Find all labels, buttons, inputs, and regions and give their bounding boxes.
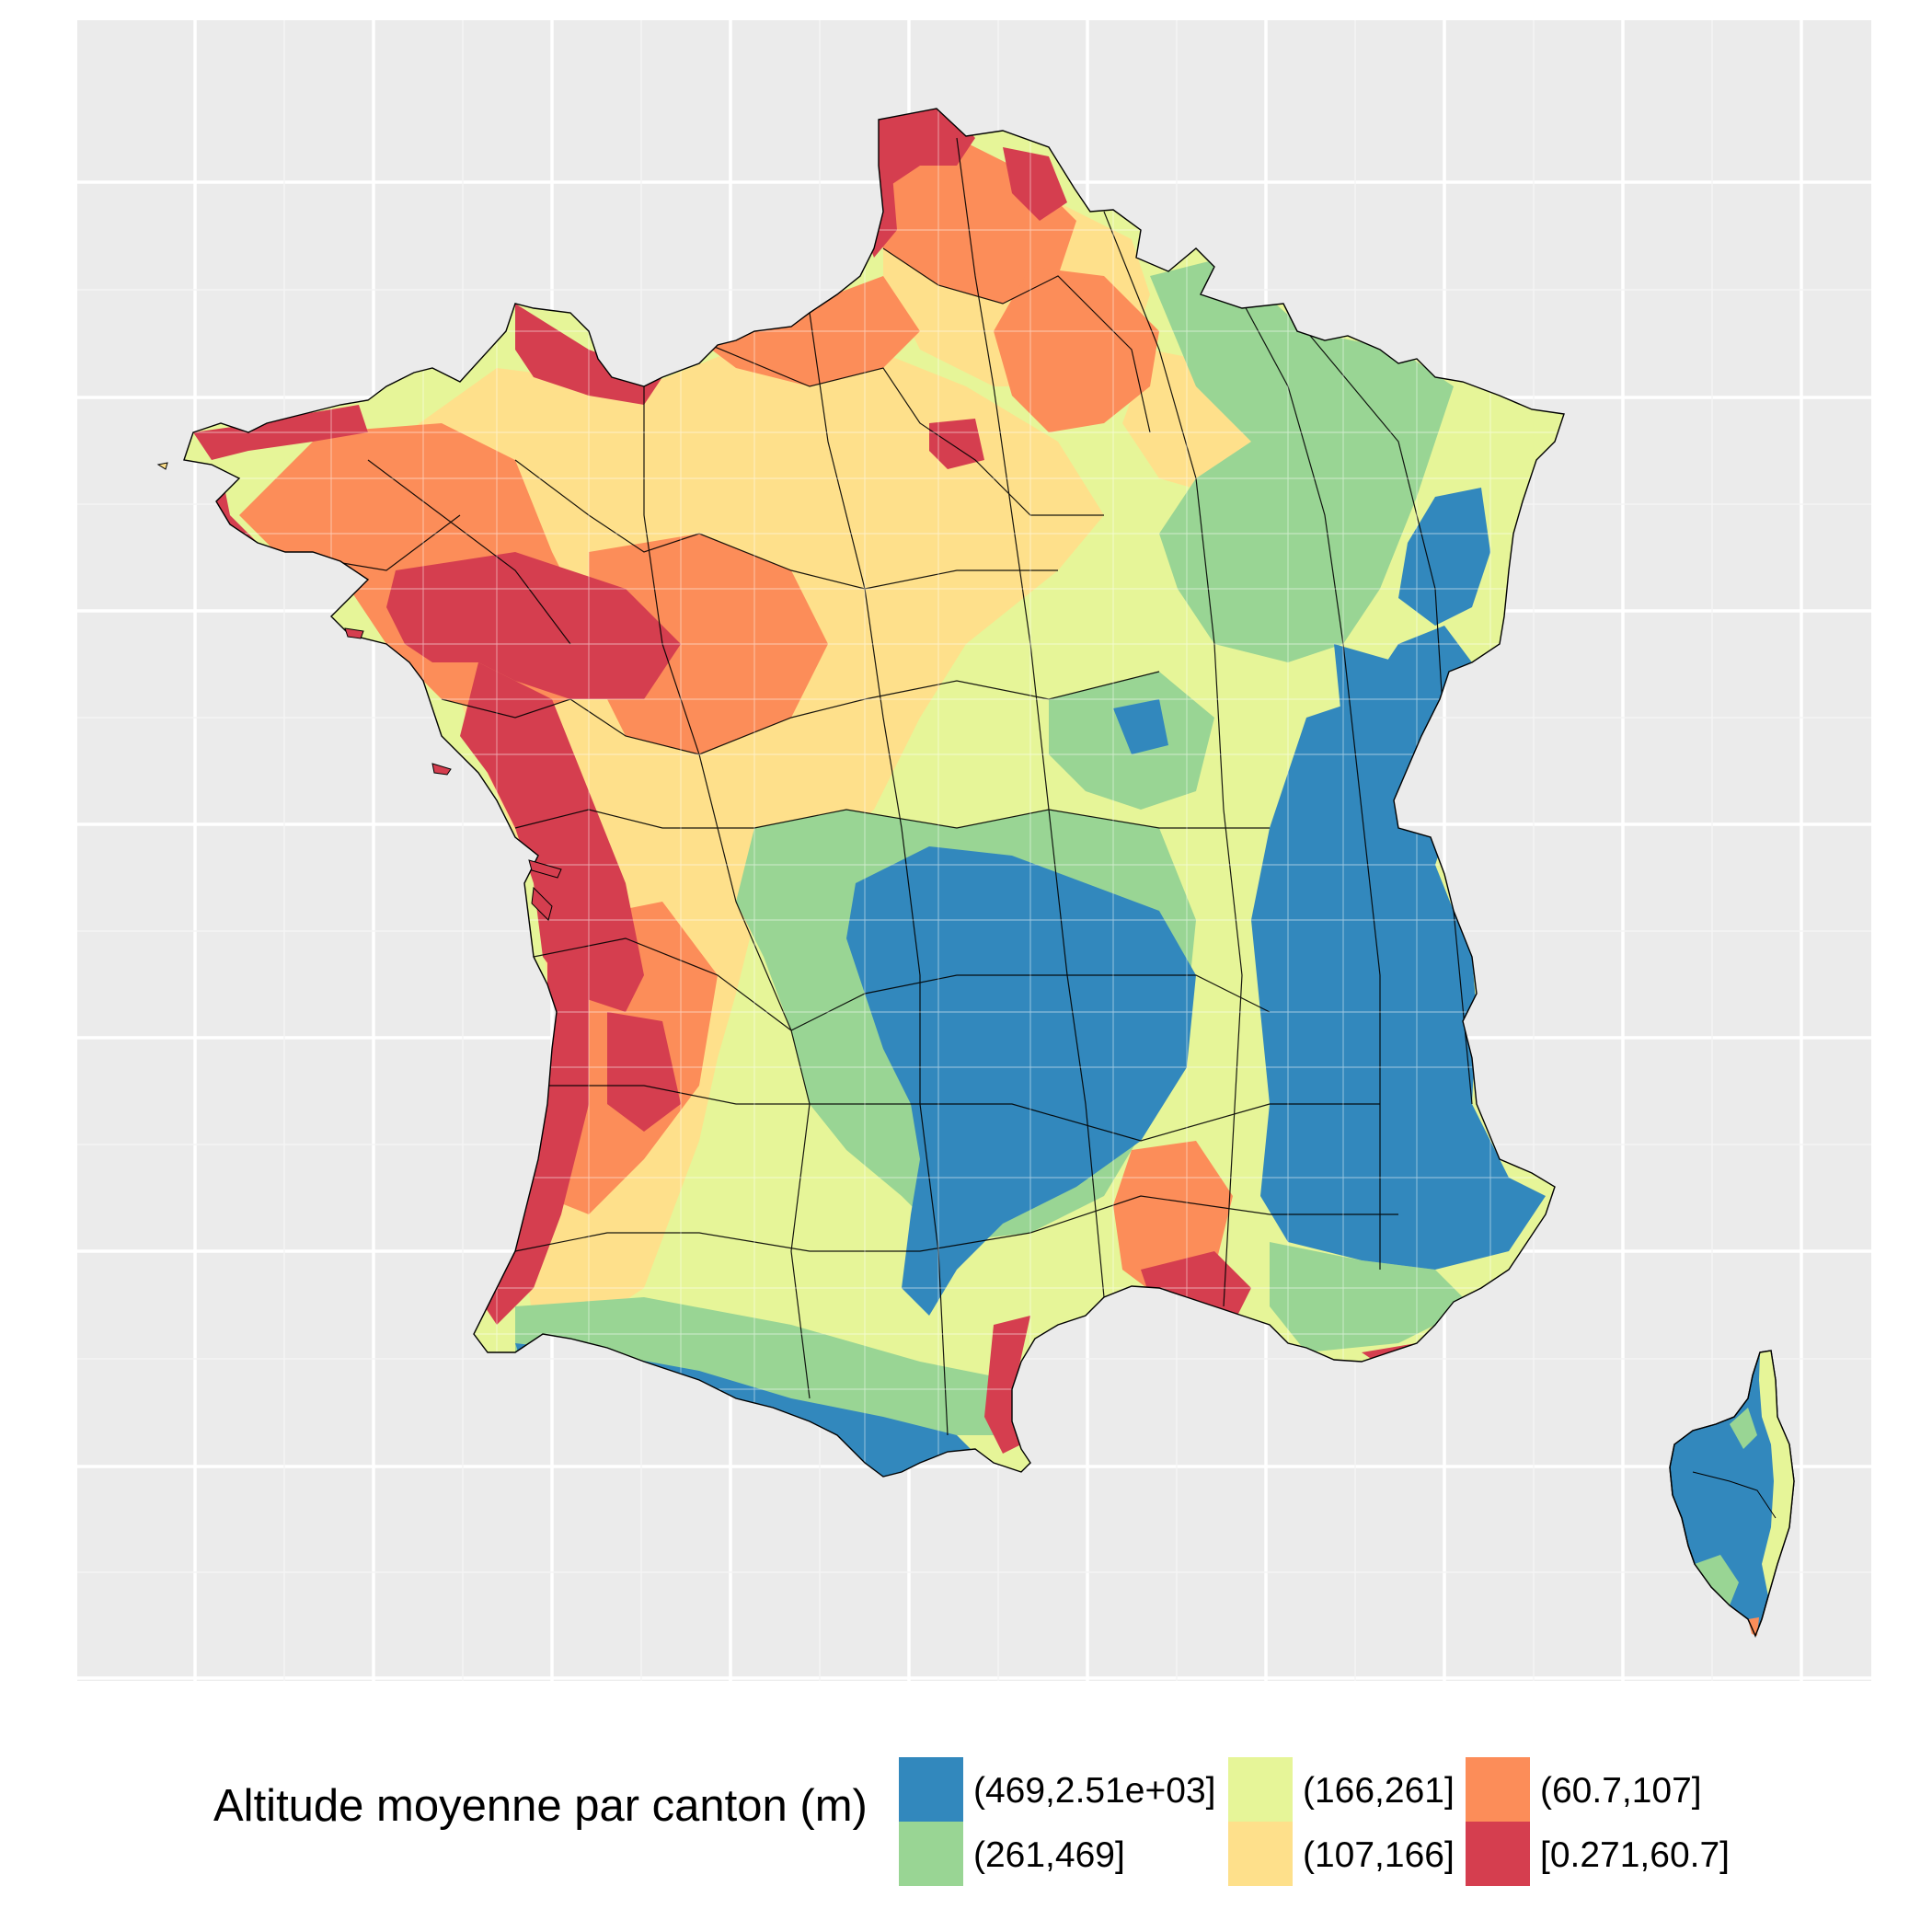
corsica-south-tip (1748, 1617, 1759, 1636)
corsica (1669, 1350, 1795, 1638)
corsica-east-coast (1759, 1351, 1794, 1596)
corsica-outline (1669, 1350, 1795, 1638)
zone-469-plus-morvan (1113, 699, 1168, 754)
zone-low-vendee-charente (460, 662, 644, 1012)
zone-469-plus-vosges (1398, 488, 1490, 626)
legend-key-261-469 (899, 1822, 963, 1886)
corsica-green-south (1695, 1555, 1739, 1605)
corsica-green-north (1730, 1408, 1757, 1449)
zone-261-469-pyrenees (515, 1297, 1021, 1435)
zone-60-107-champagne (994, 267, 1159, 432)
zone-261-469-provence (1270, 1242, 1472, 1352)
legend-key-0-60 (1466, 1822, 1530, 1886)
zone-low-flanders-east (1003, 147, 1067, 221)
zone-261-469-northeast (1150, 258, 1454, 662)
corsica-department-border (1692, 1471, 1777, 1519)
legend-key-469-plus (899, 1757, 963, 1822)
zone-low-garonne (607, 1012, 681, 1132)
legend-label-60-107: (60.7,107] (1540, 1771, 1702, 1811)
zone-469-plus-jura (1334, 644, 1435, 736)
legend-title: Altitude moyenne par canton (m) (213, 1781, 868, 1831)
legend-key-166-261 (1228, 1757, 1293, 1822)
legend-label-0-60: [0.271,60.7] (1540, 1835, 1731, 1875)
zone-469-plus-alps (1251, 626, 1546, 1270)
atlantic-islands (156, 462, 562, 921)
legend-label-107-166: (107,166] (1303, 1835, 1455, 1875)
legend-label-261-469: (261,469] (973, 1835, 1125, 1875)
zone-low-languedoc (984, 1316, 1030, 1454)
legend-key-60-107 (1466, 1757, 1530, 1822)
zone-low-flanders (874, 109, 975, 184)
legend-label-469-plus: (469,2.51e+03] (973, 1771, 1216, 1811)
legend-key-107-166 (1228, 1822, 1293, 1886)
legend-label-166-261: (166,261] (1303, 1771, 1455, 1811)
zone-469-plus-massif-central (846, 846, 1196, 1316)
